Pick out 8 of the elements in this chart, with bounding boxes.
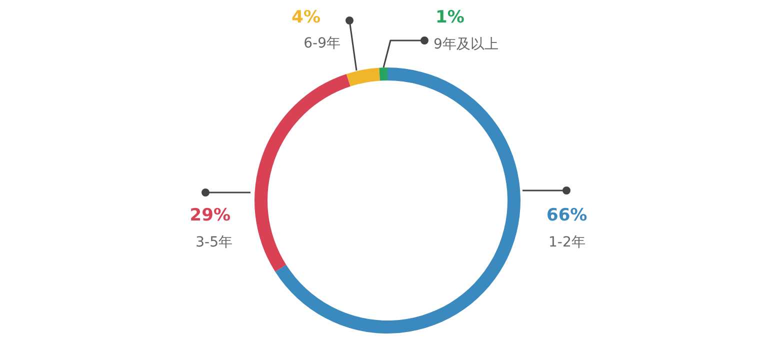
data-label: 4%	[292, 8, 321, 28]
data-label: 29%	[190, 206, 231, 226]
data-label: 1%	[436, 8, 464, 28]
slice-label: 6-9年	[304, 36, 341, 52]
slice-label: 1-2年	[548, 234, 586, 250]
data-label: 66%	[546, 206, 588, 226]
slice-label: 3-5年	[196, 234, 233, 250]
slice-label: 9年及以上	[434, 36, 498, 52]
